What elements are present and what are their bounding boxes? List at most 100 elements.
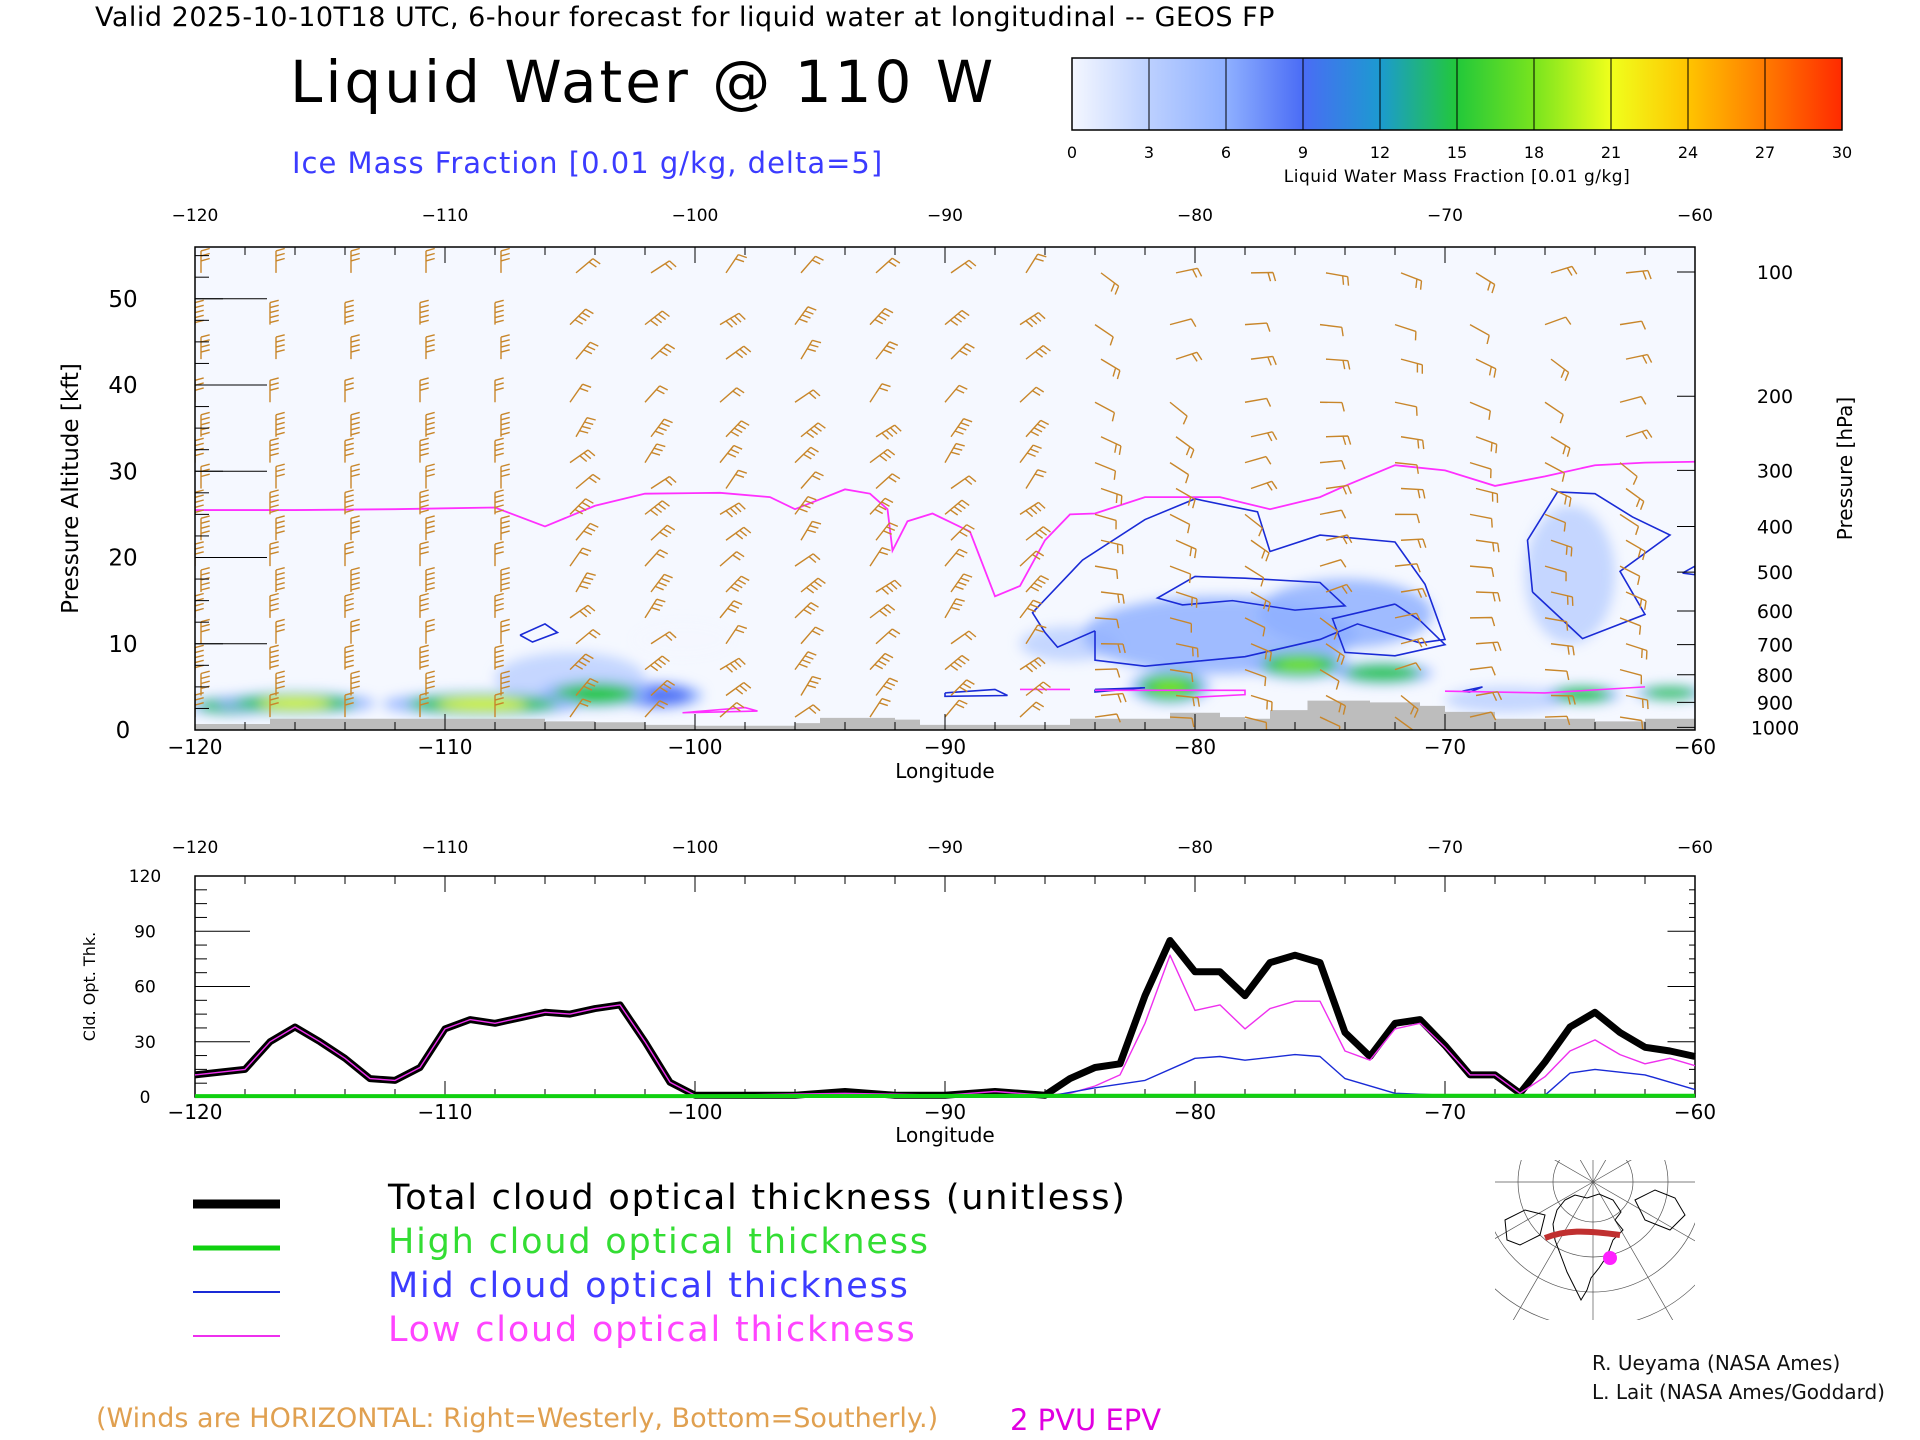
wind-barb (425, 334, 435, 360)
x-axis-title: Longitude (895, 759, 994, 783)
wind-barb (794, 553, 821, 567)
wind-barb (1625, 487, 1645, 511)
pressure-tick-label: 200 (1757, 386, 1793, 408)
wind-barb (275, 515, 285, 541)
wind-barb (1244, 397, 1272, 407)
wind-barb (1475, 641, 1502, 652)
wind-barb (1394, 323, 1417, 341)
wind-barb (719, 312, 746, 328)
wind-barb (1250, 539, 1270, 562)
wind-barb (1469, 565, 1495, 578)
y-tick-label: 30 (134, 1033, 156, 1053)
wind-barb (719, 657, 746, 673)
wind-barb (1319, 509, 1347, 519)
wind-barb (1619, 565, 1641, 586)
colorbar-tick-label: 3 (1144, 143, 1154, 162)
wind-barb (1394, 401, 1418, 416)
wind-barb (1019, 657, 1046, 673)
x-tick-label: −60 (1674, 1100, 1716, 1124)
x-top-tick-label: −80 (1177, 838, 1213, 858)
y-tick-label: 40 (108, 373, 137, 399)
colorbar-tick-label: 18 (1524, 143, 1544, 162)
map-meridian (1512, 1181, 1594, 1320)
wind-barb (1619, 668, 1642, 685)
wind-barb (1619, 716, 1644, 730)
wind-barb (1319, 617, 1339, 640)
wind-barb (200, 334, 210, 360)
credit-line: R. Ueyama (NASA Ames) (1592, 1351, 1841, 1375)
wind-barb (1244, 617, 1266, 637)
wind-barb (719, 444, 743, 464)
x-tick-label: −80 (1174, 1100, 1216, 1124)
ice-contour (519, 622, 560, 643)
wind-barb (1175, 591, 1198, 608)
wind-barb (195, 299, 204, 325)
colorbar-tick-label: 30 (1832, 143, 1852, 162)
wind-barb (1094, 565, 1119, 579)
wind-barb (1175, 267, 1203, 278)
x-top-tick-label: −100 (672, 838, 719, 858)
series-line-low (194, 954, 1696, 1096)
legend (193, 1199, 280, 1337)
wind-barb (1625, 591, 1647, 610)
wind-barb (569, 383, 592, 403)
wind-barb (875, 677, 899, 696)
wind-barb (269, 299, 279, 325)
wind-barb (1169, 513, 1191, 534)
wind-barb (1625, 539, 1646, 561)
wind-barb (1475, 358, 1497, 378)
wind-barb (1394, 716, 1414, 730)
wind-barb (350, 411, 360, 437)
pressure-tick-label: 700 (1757, 635, 1793, 657)
pressure-tick-label: 600 (1757, 601, 1793, 623)
y-tick-label: 20 (108, 546, 137, 572)
wind-barb (1244, 455, 1272, 465)
wind-barb (1625, 694, 1649, 710)
header-line: Valid 2025-10-10T18 UTC, 6-hour forecast… (95, 2, 1275, 33)
wind-barb (644, 385, 669, 403)
wind-barb (1550, 436, 1571, 457)
wind-barb (1319, 460, 1346, 470)
map-location-dot (1603, 1251, 1617, 1265)
x-top-tick-label: −60 (1677, 206, 1713, 226)
wind-barb (1475, 436, 1498, 454)
legend-label-low: Low cloud optical thickness (388, 1310, 917, 1350)
wind-barb (269, 437, 279, 463)
y-tick-label: 0 (140, 1088, 151, 1108)
wind-barb (650, 631, 677, 645)
wind-barb (425, 411, 435, 437)
wind-barb (1319, 669, 1340, 690)
wind-barb (419, 489, 429, 515)
wind-barb (1250, 271, 1277, 282)
wind-barb (575, 677, 599, 696)
wind-barb (200, 463, 210, 489)
wind-barb (1100, 436, 1122, 456)
x-tick-label: −110 (418, 1100, 473, 1124)
epv-2pvu-line (195, 460, 1695, 598)
wind-barb (794, 651, 817, 671)
wind-barb (275, 247, 285, 273)
wind-barb (1175, 539, 1197, 559)
wind-barb (1244, 322, 1271, 332)
liquid-water-core (1152, 679, 1188, 695)
wind-barb (1175, 351, 1203, 362)
wind-barb (1400, 358, 1423, 374)
wind-barb (344, 377, 354, 403)
wind-barb (1100, 539, 1124, 555)
wind-barb (644, 500, 670, 517)
wind-barb (269, 692, 279, 718)
wind-barb (1469, 616, 1496, 627)
wind-barb (800, 422, 826, 439)
wind-barb (1400, 587, 1428, 598)
wind-barb (500, 334, 510, 360)
y2-axis-title: Pressure [hPa] (1833, 397, 1857, 540)
wind-barb (195, 437, 204, 463)
wind-barb (869, 547, 891, 567)
ice-contour (1526, 491, 1672, 640)
wind-barb (425, 247, 435, 273)
wind-barb (1544, 617, 1569, 631)
x-tick-label: −90 (924, 1100, 966, 1124)
x-tick-label: −80 (1174, 735, 1216, 759)
liquid-water-core (259, 698, 331, 709)
wind-barb (575, 258, 601, 274)
